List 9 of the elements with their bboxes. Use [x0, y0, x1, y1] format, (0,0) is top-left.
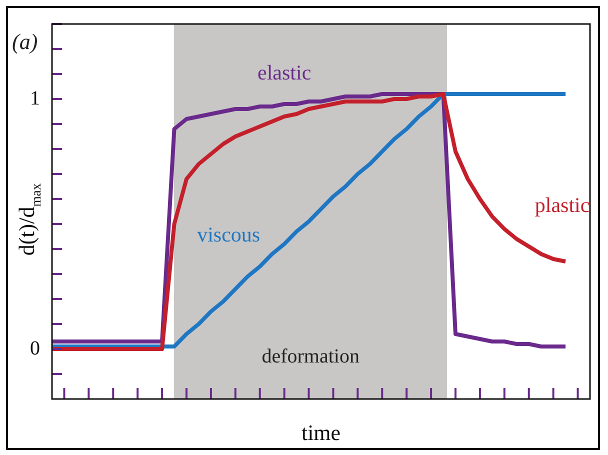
x-axis-title: time: [301, 420, 341, 445]
series-label: elastic: [258, 60, 312, 85]
y-axis-title: d(t)/dmax: [14, 183, 44, 256]
series-label: plastic: [534, 193, 590, 218]
y-tick-label: 1: [30, 87, 40, 110]
y-tick-label: 0: [30, 337, 40, 360]
series-label: viscous: [197, 222, 260, 247]
text: (a): [12, 28, 38, 54]
annotation: deformation: [262, 345, 360, 368]
